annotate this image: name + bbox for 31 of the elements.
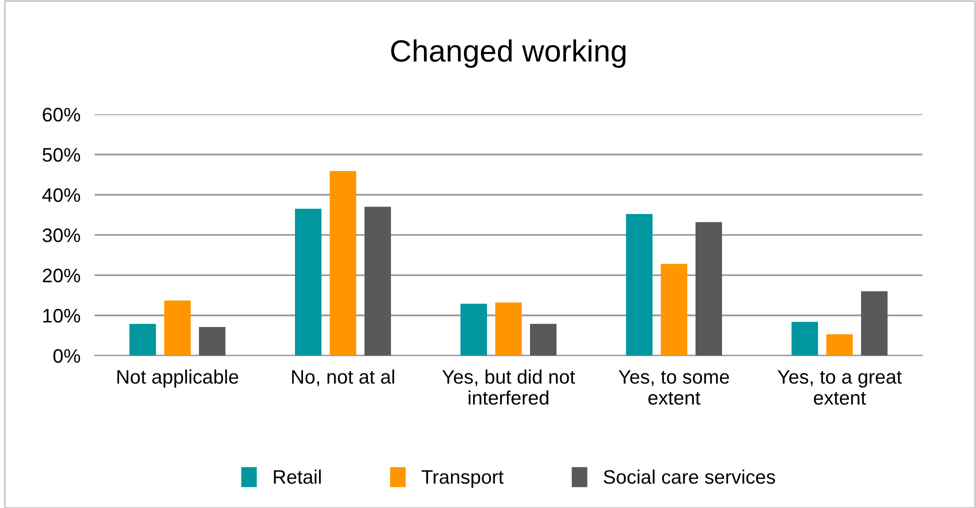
bar [129,324,156,356]
x-tick-label: Yes, but did not interfered [442,369,576,405]
bar [164,300,191,356]
legend-label: Transport [422,470,504,488]
x-tick-label: Yes, to a great extent [778,370,902,405]
y-tick-label: 30% [42,228,80,242]
x-tick-label: Not applicable [117,369,238,388]
legend-label: Retail [274,470,321,484]
bar [826,334,853,356]
bar [696,222,722,356]
y-tick-label: 20% [42,268,80,282]
bar [626,214,653,356]
bar [294,208,322,356]
bar [460,304,487,356]
y-tick-label: 60% [42,108,80,122]
y-tick-label: 40% [42,188,80,202]
bar [861,291,888,356]
y-tick-label: 50% [42,148,80,162]
x-tick-label: Yes, to some extent [618,370,730,405]
bar [660,264,688,356]
bar [495,302,522,356]
bar [198,327,226,356]
legend-label: Social care services [604,470,776,484]
bar [330,171,356,356]
y-tick-label: 0% [53,349,80,363]
bar [792,322,818,356]
bar [364,206,391,356]
chart-title: Changed working [391,39,626,68]
bar [530,324,556,356]
x-tick-label: No, not at al [292,369,394,386]
y-tick-label: 10% [43,308,80,323]
